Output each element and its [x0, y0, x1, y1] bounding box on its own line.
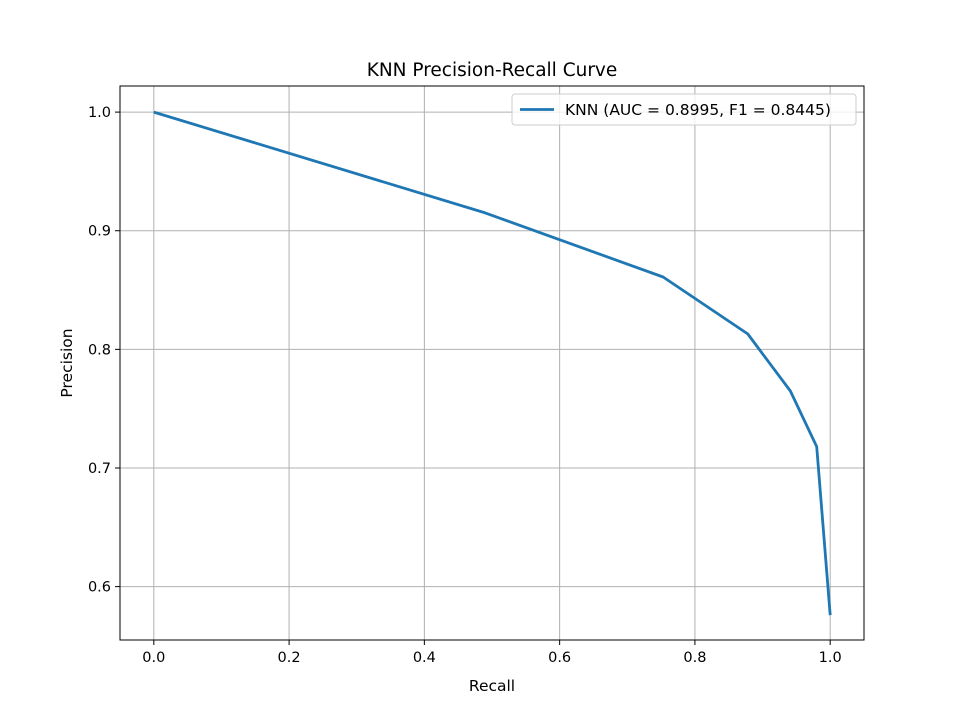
x-tick-label: 0.2	[278, 650, 301, 666]
x-tick-label: 0.6	[548, 650, 571, 666]
y-axis-ticks: 0.6 0.7 0.8 0.9 1.0	[88, 105, 120, 596]
legend-label: KNN (AUC = 0.8995, F1 = 0.8445)	[565, 101, 831, 119]
y-tick-label: 0.9	[88, 224, 111, 240]
plot-frame	[119, 85, 865, 641]
y-tick-label: 0.8	[88, 342, 111, 358]
y-tick-label: 1.0	[88, 105, 111, 121]
x-tick-label: 0.8	[683, 650, 706, 666]
y-tick-label: 0.6	[88, 580, 111, 596]
series-line	[153, 110, 832, 616]
x-tick-label: 0.0	[142, 650, 165, 666]
x-tick-label: 1.0	[819, 650, 842, 666]
y-axis-label: Precision	[58, 328, 76, 397]
chart-title: KNN Precision-Recall Curve	[367, 60, 618, 81]
legend: KNN (AUC = 0.8995, F1 = 0.8445)	[511, 93, 857, 126]
series-layer	[153, 110, 832, 616]
x-tick-label: 0.4	[413, 650, 436, 666]
y-tick-label: 0.7	[88, 461, 111, 477]
x-axis-label: Recall	[469, 677, 515, 695]
x-axis-ticks: 0.0 0.2 0.4 0.6 0.8 1.0	[142, 640, 842, 666]
legend-box	[511, 93, 857, 126]
